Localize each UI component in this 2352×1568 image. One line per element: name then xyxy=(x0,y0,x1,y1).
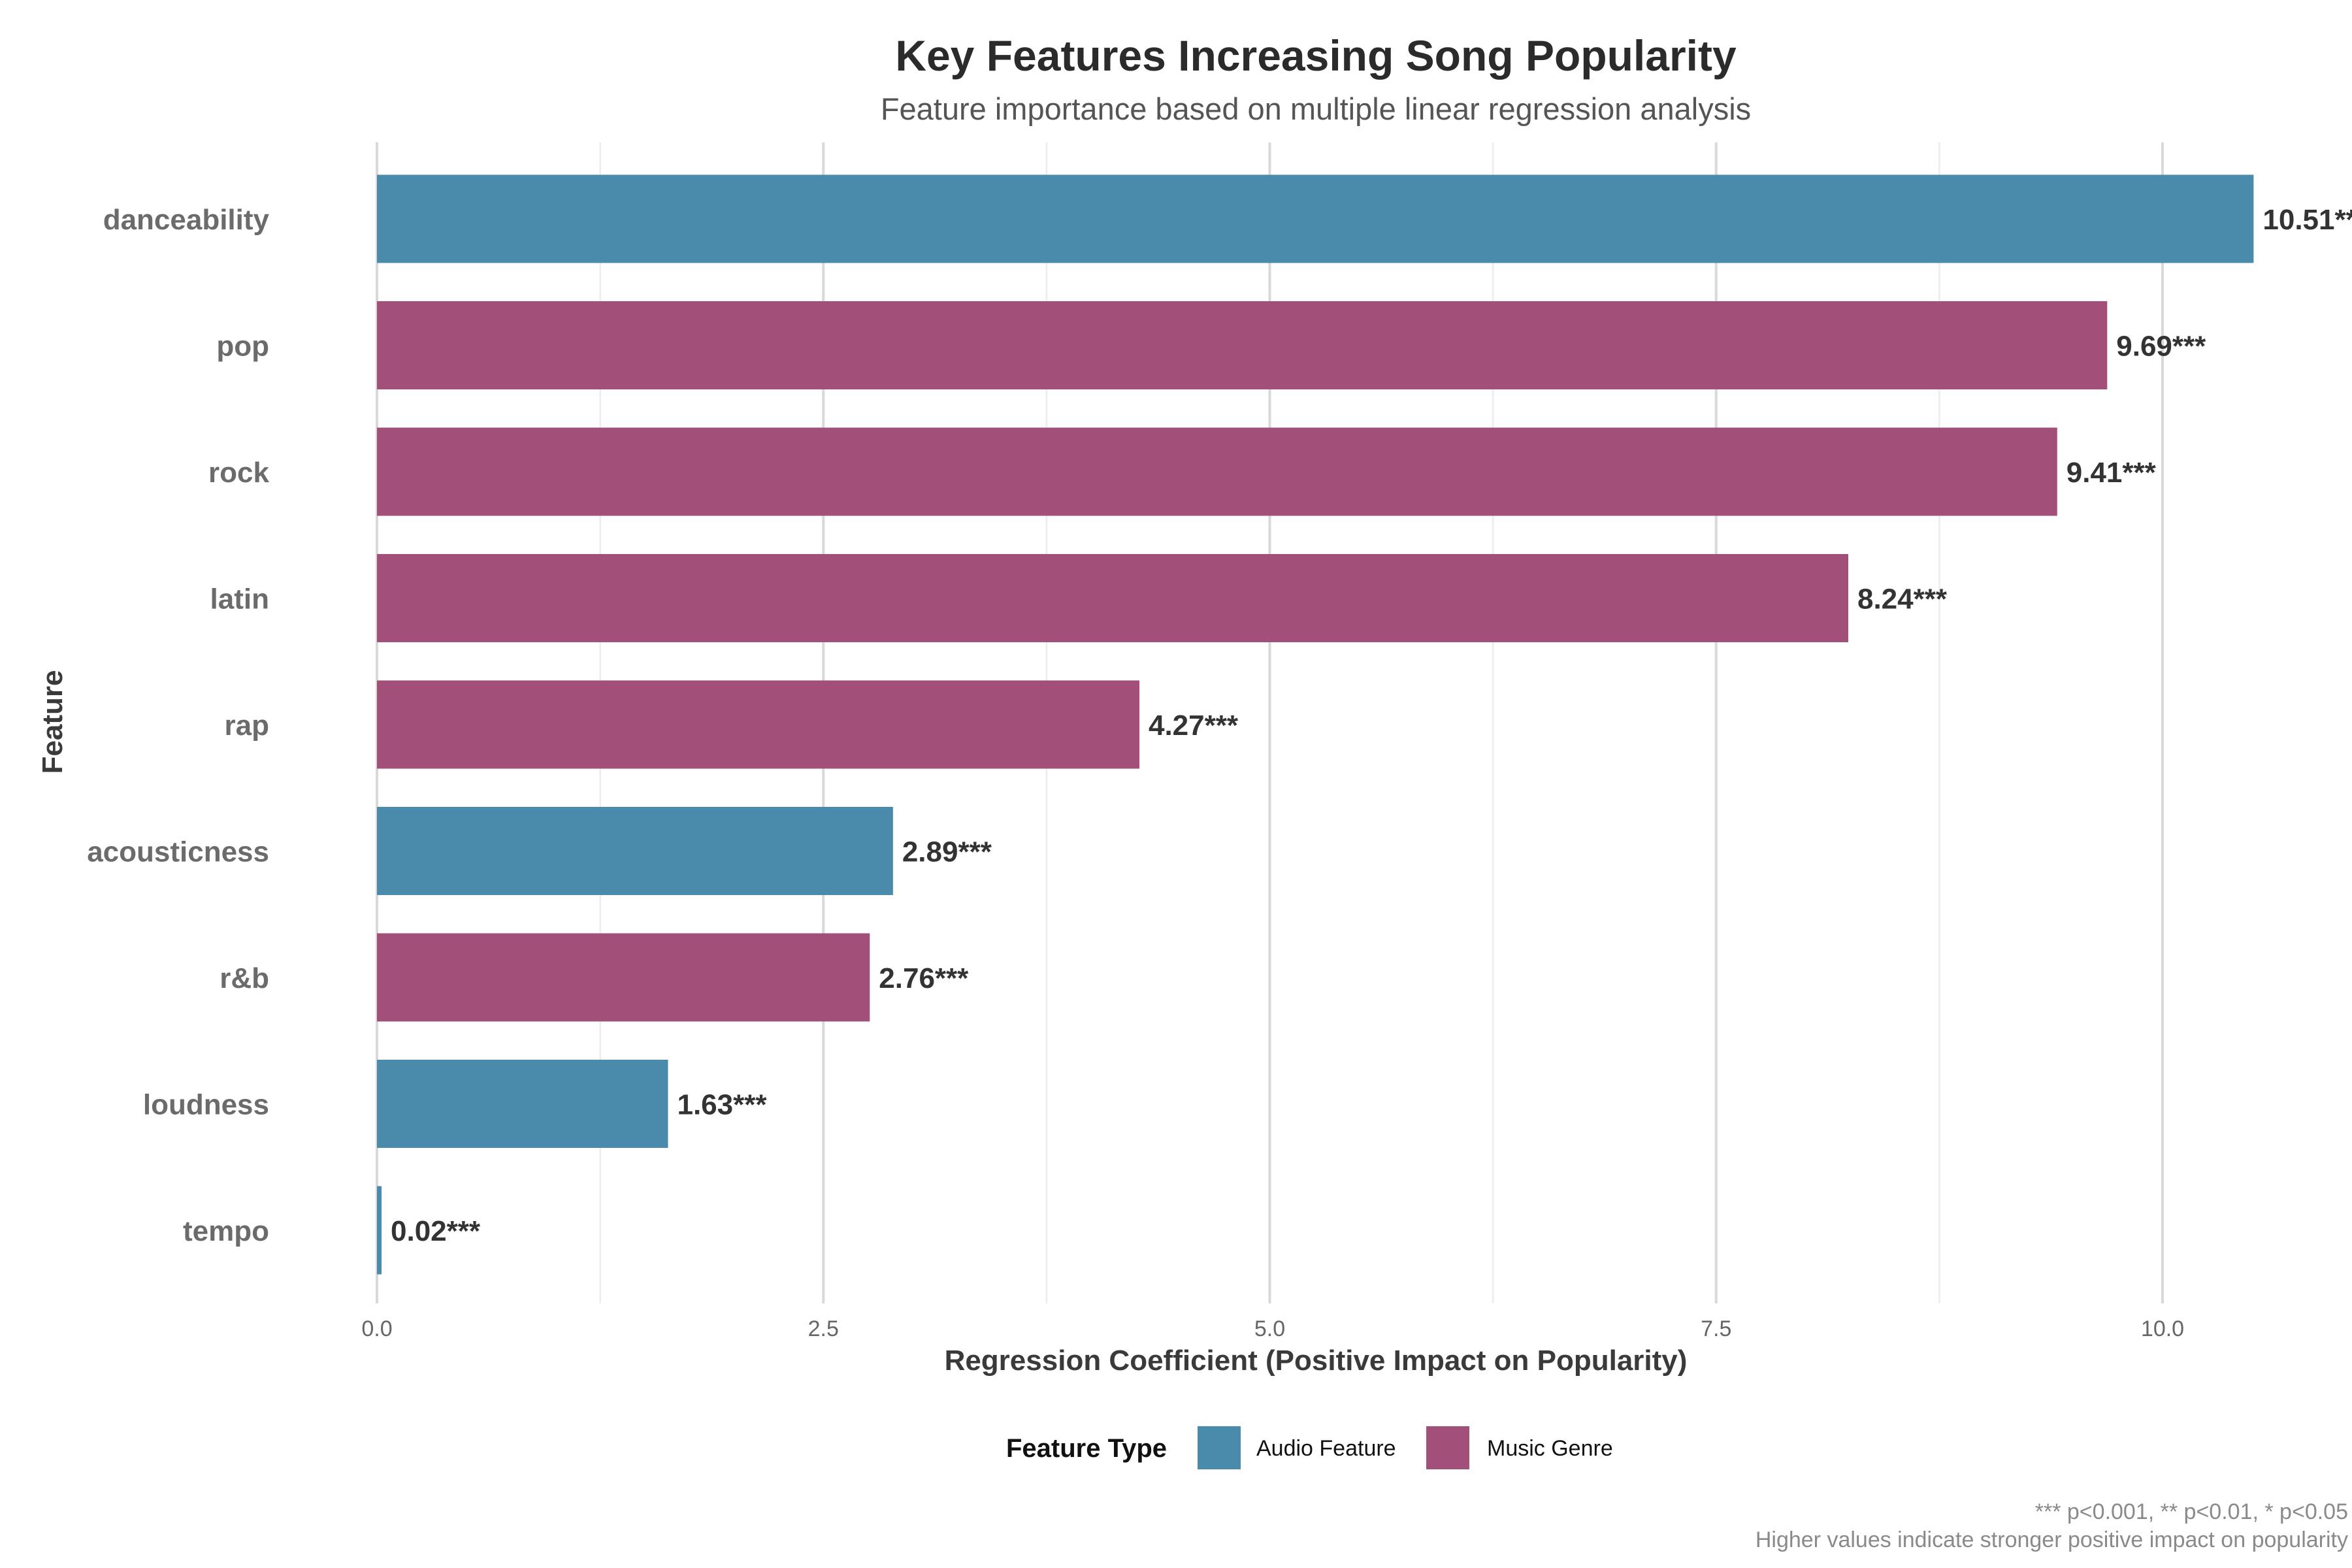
value-label: 0.02*** xyxy=(391,1215,481,1247)
x-axis-ticks: 0.0 2.5 5.0 7.5 10.0 xyxy=(361,1316,2184,1341)
caption-note: Higher values indicate stronger positive… xyxy=(1756,1527,2348,1552)
x-tick-label: 5.0 xyxy=(1254,1316,1285,1341)
bar-rock xyxy=(377,427,2057,516)
chart-subtitle: Feature importance based on multiple lin… xyxy=(881,91,1751,126)
y-tick-label: rap xyxy=(225,710,269,742)
y-tick-label: latin xyxy=(210,583,269,615)
y-axis-title: Feature xyxy=(37,670,69,774)
value-label: 10.51*** xyxy=(2262,204,2352,236)
value-label: 9.69*** xyxy=(2116,331,2206,363)
bar-r-b xyxy=(377,933,870,1022)
x-tick-label: 10.0 xyxy=(2141,1316,2184,1341)
value-label: 2.89*** xyxy=(902,836,992,868)
bar-danceability xyxy=(377,174,2254,263)
value-label: 4.27*** xyxy=(1149,710,1239,742)
x-tick-label: 0.0 xyxy=(361,1316,392,1341)
legend-label-audio-feature: Audio Feature xyxy=(1256,1436,1396,1461)
y-tick-label: loudness xyxy=(143,1089,269,1121)
x-axis-title: Regression Coefficient (Positive Impact … xyxy=(945,1345,1688,1377)
legend-label-music-genre: Music Genre xyxy=(1487,1436,1613,1461)
y-tick-label: acousticness xyxy=(87,836,269,868)
legend-swatch-music-genre xyxy=(1426,1426,1469,1469)
caption-significance: *** p<0.001, ** p<0.01, * p<0.05 xyxy=(2035,1499,2348,1524)
y-tick-label: pop xyxy=(216,331,269,363)
bar-pop xyxy=(377,301,2108,389)
legend: Feature Type Audio Feature Music Genre xyxy=(1006,1426,1613,1469)
bar-rap xyxy=(377,680,1139,769)
y-axis-labels: danceability pop rock latin rap acousticness r… xyxy=(87,204,269,1247)
x-tick-label: 2.5 xyxy=(808,1316,839,1341)
legend-swatch-audio-feature xyxy=(1198,1426,1241,1469)
y-tick-label: danceability xyxy=(103,204,270,236)
bar-acousticness xyxy=(377,807,893,895)
value-label: 2.76*** xyxy=(879,962,969,994)
value-label: 8.24*** xyxy=(1857,583,1948,615)
y-tick-label: tempo xyxy=(183,1215,269,1247)
value-label: 9.41*** xyxy=(2066,457,2157,489)
bar-latin xyxy=(377,554,1848,642)
bars: 10.51*** 9.69*** 9.41*** 8.24*** 4.27*** 2.89… xyxy=(377,174,2352,1275)
x-tick-label: 7.5 xyxy=(1701,1316,1731,1341)
value-label: 1.63*** xyxy=(677,1089,767,1121)
legend-title: Feature Type xyxy=(1006,1434,1167,1463)
y-tick-label: rock xyxy=(208,457,269,489)
y-tick-label: r&b xyxy=(220,962,269,994)
bar-loudness xyxy=(377,1060,668,1148)
chart-title: Key Features Increasing Song Popularity xyxy=(895,31,1737,80)
bar-tempo xyxy=(377,1186,382,1275)
